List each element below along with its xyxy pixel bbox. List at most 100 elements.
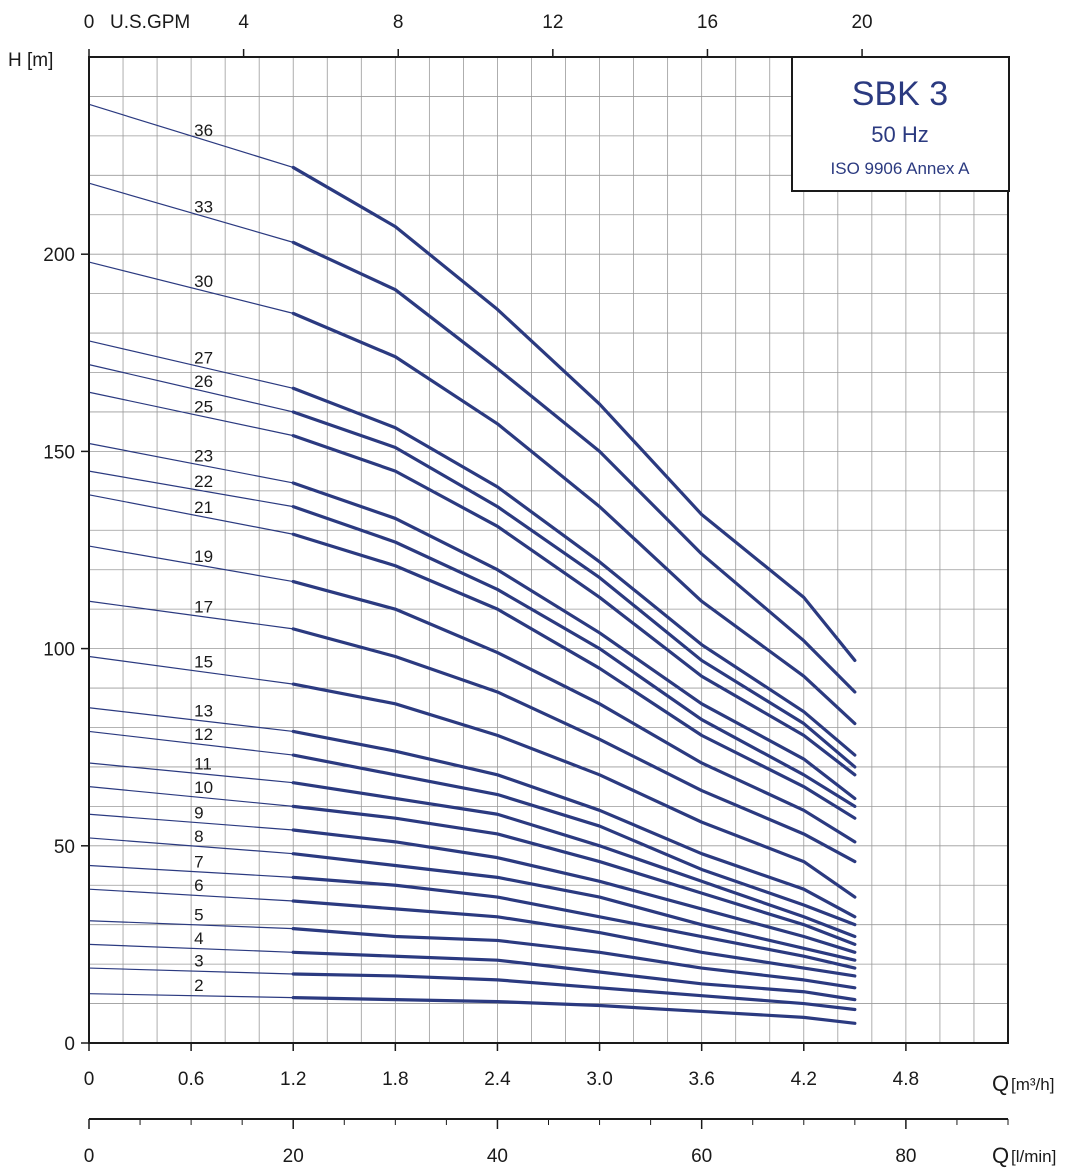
curve-2-extrapolated <box>88 993 294 999</box>
curve-21 <box>291 532 857 820</box>
curve-label-25: 25 <box>194 398 213 417</box>
curve-22-extrapolated <box>88 470 294 508</box>
gpm-tick-label: 8 <box>393 12 404 33</box>
curve-25 <box>291 434 857 777</box>
x-tick-label: 0.6 <box>178 1069 204 1090</box>
curve-7 <box>291 875 857 970</box>
plot-frame <box>88 56 1009 1044</box>
curve-6-extrapolated <box>88 888 294 902</box>
lmin-axis-label-unit: [l/min] <box>1011 1147 1056 1166</box>
curve-label-12: 12 <box>194 725 213 744</box>
curve-label-3: 3 <box>194 952 203 971</box>
curve-9 <box>291 828 857 954</box>
curve-33-extrapolated <box>88 182 294 243</box>
curve-13-extrapolated <box>88 707 294 733</box>
y-tick-label: 200 <box>43 245 75 266</box>
curve-10-extrapolated <box>88 786 294 807</box>
curve-label-13: 13 <box>194 702 213 721</box>
curve-label-23: 23 <box>194 447 213 466</box>
top-axis-label: U.S.GPM <box>110 12 190 33</box>
x-axis-label-lmin: Q [l/min] <box>992 1143 1056 1168</box>
x-axis-label-q: Q <box>992 1071 1009 1096</box>
curve-22 <box>291 505 857 808</box>
curve-9-extrapolated <box>88 813 294 831</box>
gpm-tick-label: 12 <box>542 12 563 33</box>
curve-27-extrapolated <box>88 340 294 389</box>
curve-label-17: 17 <box>194 597 213 616</box>
curve-label-22: 22 <box>194 472 213 491</box>
curve-label-6: 6 <box>194 876 203 895</box>
curve-12-extrapolated <box>88 730 294 756</box>
curve-13 <box>291 729 857 919</box>
curve-21-extrapolated <box>88 494 294 535</box>
curve-23-extrapolated <box>88 442 294 484</box>
curve-label-9: 9 <box>194 803 203 822</box>
curve-12 <box>291 753 857 927</box>
curve-label-30: 30 <box>194 272 213 291</box>
x-axis-ticks-m3h: 0 0.6 1.2 1.8 2.4 3.0 3.6 4.2 4.8 <box>84 1043 919 1090</box>
curve-5-extrapolated <box>88 920 294 930</box>
curve-36-extrapolated <box>88 103 294 169</box>
x-tick-label: 2.4 <box>484 1069 511 1090</box>
curve-7-extrapolated <box>88 864 294 878</box>
gpm-tick-label: 20 <box>851 12 872 33</box>
lmin-tick-label: 0 <box>84 1146 95 1167</box>
gpm-tick-label: 0 <box>84 12 95 33</box>
performance-curves <box>88 103 857 1025</box>
curve-label-36: 36 <box>194 121 213 140</box>
curve-33 <box>291 240 857 694</box>
curve-label-19: 19 <box>194 547 213 566</box>
curve-26 <box>291 410 857 769</box>
curve-26-extrapolated <box>88 364 294 413</box>
lmin-tick-label: 60 <box>691 1146 712 1167</box>
curve-4 <box>291 950 857 1002</box>
curve-27 <box>291 386 857 757</box>
curve-label-4: 4 <box>194 929 203 948</box>
y-tick-label: 0 <box>64 1034 75 1055</box>
curve-8-extrapolated <box>88 837 294 855</box>
bottom-axis-lmin: 0 20 40 60 80 <box>84 1118 1009 1167</box>
curve-label-2: 2 <box>194 976 203 995</box>
curve-30 <box>291 311 857 726</box>
curve-36 <box>291 165 857 663</box>
y-axis-ticks: 0 50 100 150 200 <box>43 245 89 1055</box>
curve-2 <box>291 996 857 1025</box>
curve-5 <box>291 927 857 990</box>
curve-15 <box>291 682 857 899</box>
curve-label-11: 11 <box>194 754 212 773</box>
curve-25-extrapolated <box>88 391 294 437</box>
title-box-frame <box>791 56 1010 192</box>
curve-19-extrapolated <box>88 545 294 583</box>
x-tick-label: 3.6 <box>688 1069 714 1090</box>
curve-15-extrapolated <box>88 655 294 685</box>
top-axis-ticks-gpm: 0 4 8 12 16 20 <box>84 12 873 57</box>
chart-title: SBK 3 <box>852 75 948 113</box>
grid-lines <box>89 57 1008 1043</box>
chart-subtitle: 50 Hz <box>871 122 928 147</box>
curve-3 <box>291 972 857 1012</box>
curve-6 <box>291 899 857 978</box>
curve-11 <box>291 781 857 939</box>
lmin-tick-label: 80 <box>895 1146 916 1167</box>
curve-label-7: 7 <box>194 852 203 871</box>
lmin-tick-label: 20 <box>283 1146 304 1167</box>
curve-3-extrapolated <box>88 967 294 975</box>
curve-stage-labels: 36 33 30 27 26 25 23 22 21 19 17 15 13 12 11 10 9 8 7 6 5 4 3 2 <box>194 121 213 995</box>
x-tick-label: 4.2 <box>791 1069 817 1090</box>
title-box: SBK 3 50 Hz ISO 9906 Annex A <box>791 56 1010 192</box>
y-axis-label: H [m] <box>8 50 53 71</box>
lmin-tick-label: 40 <box>487 1146 508 1167</box>
y-tick-label: 150 <box>43 442 75 463</box>
x-tick-label: 1.8 <box>382 1069 408 1090</box>
x-axis-label-unit: [m³/h] <box>1011 1075 1054 1094</box>
curve-label-21: 21 <box>194 498 213 517</box>
curve-label-27: 27 <box>194 349 213 368</box>
gpm-tick-label: 16 <box>697 12 718 33</box>
x-tick-label: 1.2 <box>280 1069 306 1090</box>
curve-30-extrapolated <box>88 261 294 314</box>
lmin-axis-label-q: Q <box>992 1143 1009 1168</box>
curve-label-10: 10 <box>194 778 213 797</box>
x-axis-label-m3h: Q [m³/h] <box>992 1071 1054 1096</box>
curve-19 <box>291 579 857 844</box>
